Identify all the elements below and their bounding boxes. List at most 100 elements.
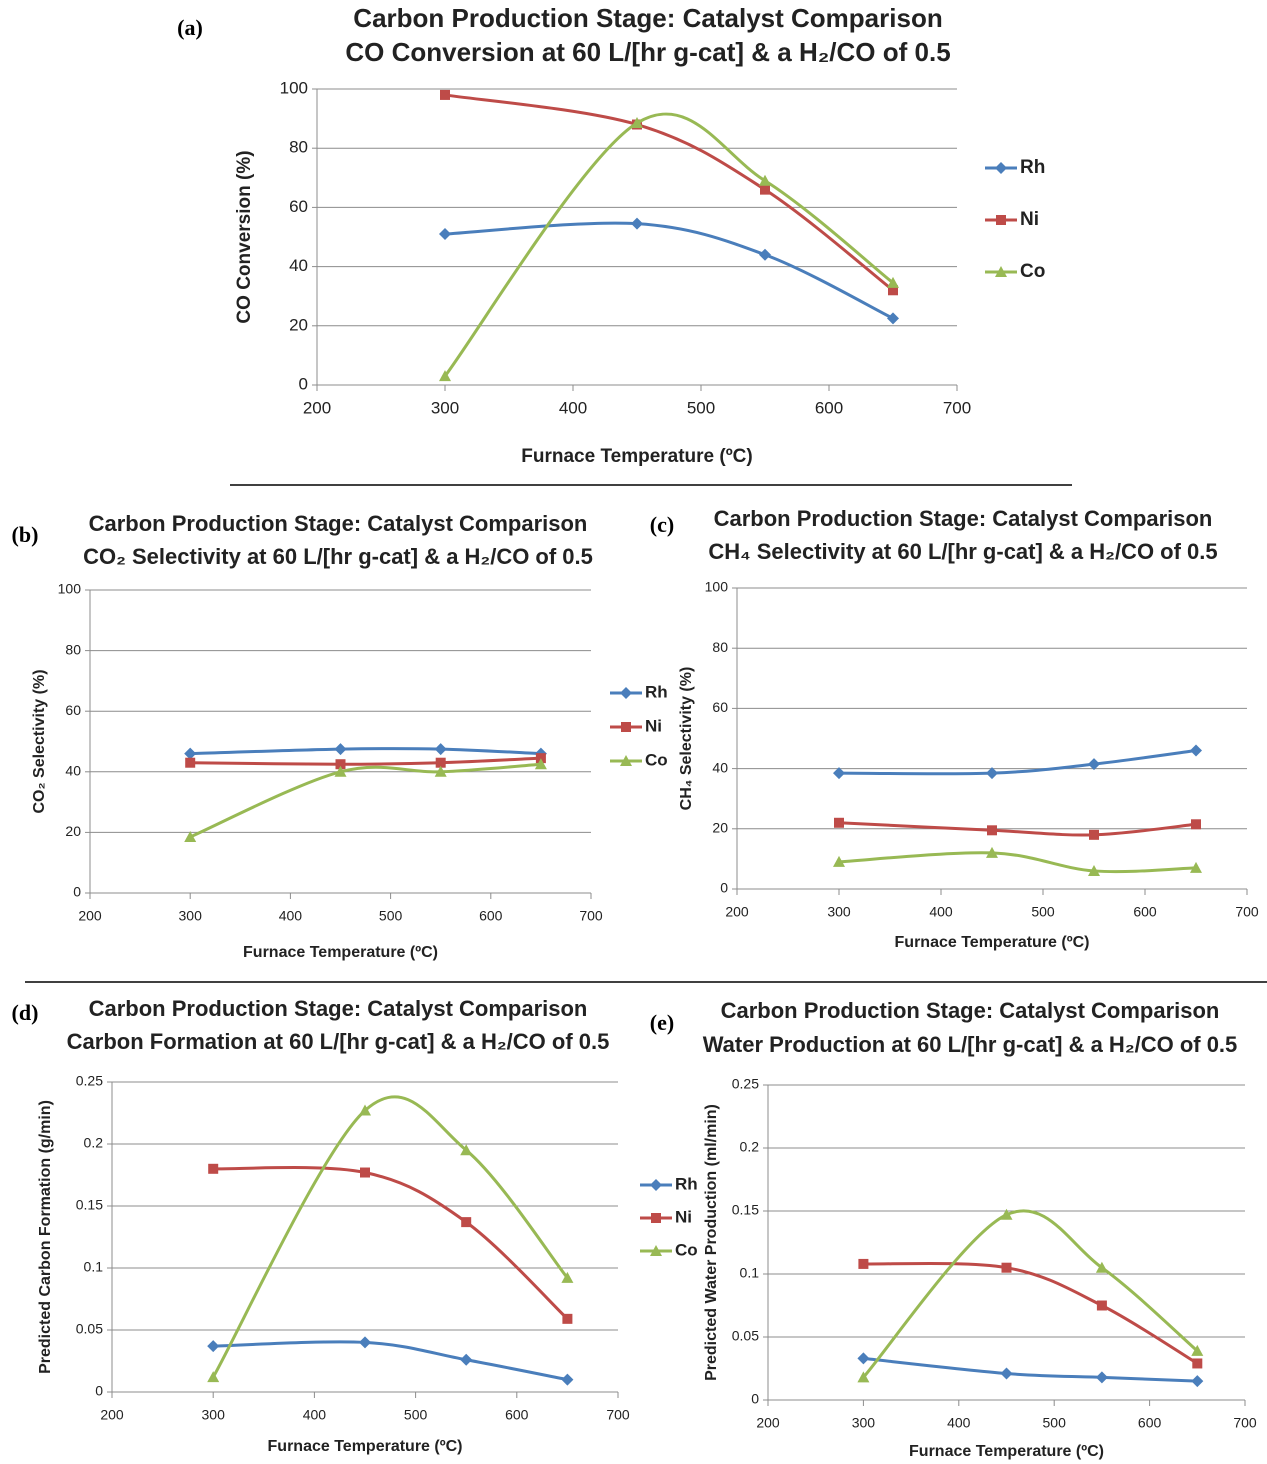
- legend-marker: [620, 687, 632, 699]
- panel-label: (c): [650, 512, 674, 537]
- marker: [631, 117, 643, 129]
- y-tick-label: 40: [65, 763, 81, 779]
- marker: [535, 753, 546, 764]
- marker: [334, 743, 347, 756]
- legend-label: Rh: [645, 682, 668, 701]
- x-tick-label: 400: [929, 904, 953, 920]
- marker: [1089, 829, 1099, 840]
- x-tick-label: 400: [559, 398, 587, 417]
- series-line: [863, 1356, 1198, 1383]
- marker: [460, 1353, 473, 1366]
- y-tick-label: 20: [65, 823, 81, 839]
- x-tick-label: 500: [1031, 904, 1055, 920]
- series-line: [444, 221, 894, 320]
- chart-title: Carbon Production Stage: Catalyst Compar…: [89, 511, 588, 536]
- x-tick-label: 600: [1138, 1415, 1162, 1431]
- marker: [857, 1371, 870, 1383]
- chart-title: Carbon Production Stage: Catalyst Compar…: [353, 3, 942, 33]
- y-tick-label: 60: [712, 699, 728, 715]
- marker: [439, 228, 451, 241]
- x-tick-label: 600: [815, 398, 843, 417]
- x-tick-label: 700: [1233, 1415, 1257, 1431]
- marker: [359, 1336, 371, 1349]
- chart-title: Carbon Production Stage: Catalyst Compar…: [89, 996, 588, 1021]
- panel-label: (b): [12, 522, 39, 547]
- legend-label: Co: [675, 1240, 698, 1259]
- marker: [207, 1340, 220, 1353]
- x-tick-label: 500: [404, 1407, 428, 1423]
- chart-subtitle: Carbon Formation at 60 L/[hr g-cat] & a …: [67, 1029, 610, 1054]
- marker: [184, 747, 197, 760]
- chart-title: Carbon Production Stage: Catalyst Compar…: [721, 998, 1220, 1023]
- y-tick-label: 80: [65, 641, 81, 657]
- marker: [858, 1258, 869, 1269]
- series-line: [444, 93, 894, 292]
- y-tick-label: 0: [299, 374, 308, 393]
- marker: [434, 765, 447, 777]
- y-tick-label: 0.1: [84, 1259, 104, 1275]
- x-tick-label: 200: [756, 1415, 780, 1431]
- marker: [440, 89, 450, 100]
- chart-subtitle: Water Production at 60 L/[hr g-cat] & a …: [703, 1032, 1238, 1057]
- series-line: [862, 1209, 1199, 1379]
- y-tick-label: 0: [751, 1391, 759, 1407]
- marker: [461, 1217, 472, 1228]
- x-tick-label: 400: [279, 908, 303, 924]
- marker: [1096, 1300, 1107, 1311]
- y-tick-label: 100: [58, 581, 82, 597]
- marker: [1192, 1358, 1203, 1369]
- marker: [460, 1144, 473, 1156]
- series-line: [190, 747, 541, 756]
- marker: [1001, 1262, 1012, 1273]
- legend-label: Ni: [675, 1207, 692, 1226]
- legend-label: Rh: [1020, 157, 1045, 178]
- y-tick-label: 0.25: [76, 1073, 103, 1089]
- marker: [435, 757, 446, 768]
- legend-marker: [621, 722, 631, 732]
- marker: [759, 174, 771, 186]
- x-tick-label: 200: [725, 904, 749, 920]
- marker: [1000, 1208, 1013, 1220]
- y-tick-label: 100: [705, 579, 729, 595]
- marker: [833, 855, 845, 867]
- marker: [1191, 1375, 1204, 1388]
- marker: [335, 759, 346, 770]
- y-axis-title: CH₄ Selectivity (%): [678, 667, 695, 811]
- marker: [1095, 1371, 1108, 1384]
- series-line: [189, 762, 542, 839]
- y-axis-title: CO₂ Selectivity (%): [31, 669, 48, 813]
- legend-marker: [651, 1213, 661, 1223]
- chart-subtitle: CO₂ Selectivity at 60 L/[hr g-cat] & a H…: [83, 544, 593, 569]
- series-line: [211, 1095, 569, 1378]
- marker: [434, 743, 447, 756]
- marker: [887, 276, 899, 288]
- x-tick-label: 200: [78, 908, 102, 924]
- x-tick-label: 500: [1043, 1415, 1067, 1431]
- x-axis-title: Furnace Temperature (ºC): [243, 944, 438, 961]
- y-tick-label: 0.15: [732, 1202, 759, 1218]
- marker: [1095, 1261, 1108, 1273]
- panel-label: (a): [177, 15, 203, 40]
- x-tick-label: 400: [303, 1407, 327, 1423]
- legend-marker: [620, 755, 632, 766]
- x-tick-label: 700: [1235, 904, 1259, 920]
- y-tick-label: 20: [712, 820, 728, 836]
- marker: [561, 1373, 574, 1386]
- series-line: [838, 749, 1197, 776]
- y-tick-label: 40: [712, 759, 728, 775]
- marker: [986, 767, 998, 780]
- x-tick-label: 200: [303, 398, 331, 417]
- marker: [887, 312, 899, 325]
- x-tick-label: 700: [606, 1407, 630, 1423]
- x-axis-title: Furnace Temperature (ºC): [895, 934, 1090, 951]
- x-tick-label: 300: [179, 908, 203, 924]
- marker: [986, 846, 998, 858]
- legend-label: Ni: [1020, 209, 1039, 230]
- marker: [561, 1271, 574, 1283]
- marker: [1190, 744, 1202, 757]
- legend-marker: [650, 1179, 662, 1191]
- y-tick-label: 80: [289, 138, 308, 157]
- x-tick-label: 300: [202, 1407, 226, 1423]
- y-tick-label: 0.1: [740, 1265, 760, 1281]
